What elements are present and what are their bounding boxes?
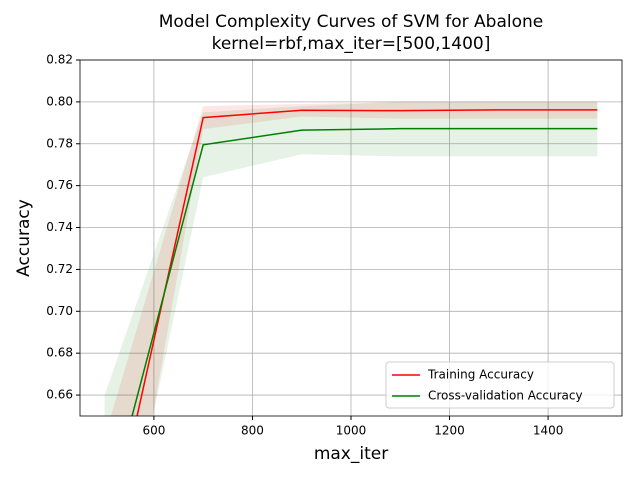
x-tick-label: 1400 <box>533 424 564 438</box>
legend-label: Training Accuracy <box>427 368 534 382</box>
x-tick-label: 600 <box>142 424 165 438</box>
x-axis-label: max_iter <box>314 444 388 464</box>
line <box>131 127 598 416</box>
y-tick-label: 0.72 <box>46 262 73 276</box>
plot-frame <box>79 59 623 417</box>
y-tick-label: 0.78 <box>46 136 73 150</box>
line <box>136 109 598 416</box>
legend-label: Cross-validation Accuracy <box>428 389 583 403</box>
y-tick-label: 0.66 <box>46 388 73 402</box>
y-tick-label: 0.82 <box>46 53 73 67</box>
plot-area <box>104 101 598 416</box>
y-tick-label: 0.80 <box>46 94 73 108</box>
chart-subtitle: kernel=rbf,max_iter=[500,1400] <box>212 34 491 54</box>
y-tick-label: 0.70 <box>46 304 73 318</box>
chart-title: Model Complexity Curves of SVM for Abalo… <box>159 12 544 32</box>
x-tick-label: 800 <box>241 424 264 438</box>
std-band <box>104 101 598 416</box>
legend-box <box>385 361 615 409</box>
x-tick-label: 1200 <box>434 424 465 438</box>
y-tick-label: 0.68 <box>46 346 73 360</box>
y-axis-label: Accuracy <box>14 199 34 277</box>
x-tick-label: 1000 <box>336 424 367 438</box>
y-tick-label: 0.74 <box>46 220 73 234</box>
y-tick-label: 0.76 <box>46 178 73 192</box>
